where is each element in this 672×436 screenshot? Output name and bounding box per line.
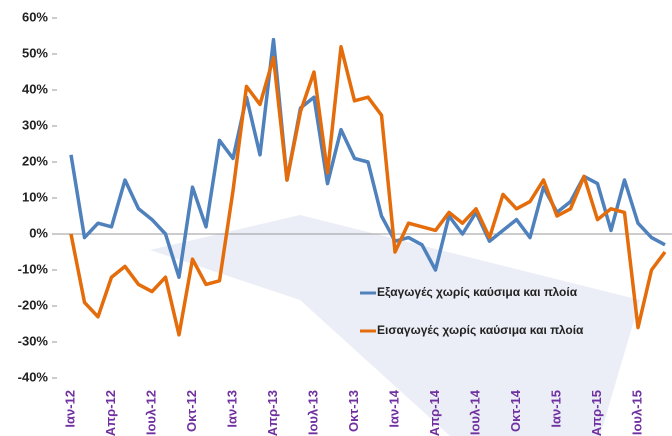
y-tick-label: 50% xyxy=(22,45,48,60)
x-tick-label: Απρ-12 xyxy=(103,390,118,436)
series-line xyxy=(69,45,667,337)
x-tick-label: Ιουλ-12 xyxy=(143,390,158,435)
y-tick-label: 10% xyxy=(22,189,48,204)
x-tick-label: Απρ-13 xyxy=(265,390,280,436)
y-tick-label: -40% xyxy=(18,369,49,384)
x-tick-label: Ιουλ-14 xyxy=(467,389,482,435)
y-tick-label: 30% xyxy=(22,117,48,132)
x-tick-label: Ιαν-14 xyxy=(386,389,401,427)
watermark xyxy=(150,215,640,436)
x-tick-label: Οκτ-13 xyxy=(346,390,361,432)
x-tick-label: Ιαν-13 xyxy=(224,390,239,428)
x-tick-label: Απρ-14 xyxy=(427,389,442,436)
y-tick-label: 20% xyxy=(22,153,48,168)
y-tick-label: 40% xyxy=(22,81,48,96)
y-tick-label: -20% xyxy=(18,297,49,312)
x-tick-label: Απρ-15 xyxy=(589,390,604,436)
x-tick-label: Οκτ-14 xyxy=(508,389,523,432)
x-tick-label: Οκτ-12 xyxy=(184,390,199,432)
x-tick-label: Ιαν-15 xyxy=(548,390,563,428)
y-tick-label: -30% xyxy=(18,333,49,348)
legend-label: Εισαγωγές χωρίς καύσιμα και πλοία xyxy=(377,323,584,337)
y-tick-label: 60% xyxy=(22,9,48,24)
y-tick-label: -10% xyxy=(18,261,49,276)
x-tick-label: Ιουλ-13 xyxy=(305,390,320,435)
x-tick-label: Ιουλ-15 xyxy=(629,390,644,435)
legend-label: Εξαγωγές χωρίς καύσιμα και πλοία xyxy=(377,285,578,299)
series-line xyxy=(69,37,666,279)
y-tick-label: 0% xyxy=(29,225,48,240)
x-tick-label: Ιαν-12 xyxy=(62,390,77,428)
